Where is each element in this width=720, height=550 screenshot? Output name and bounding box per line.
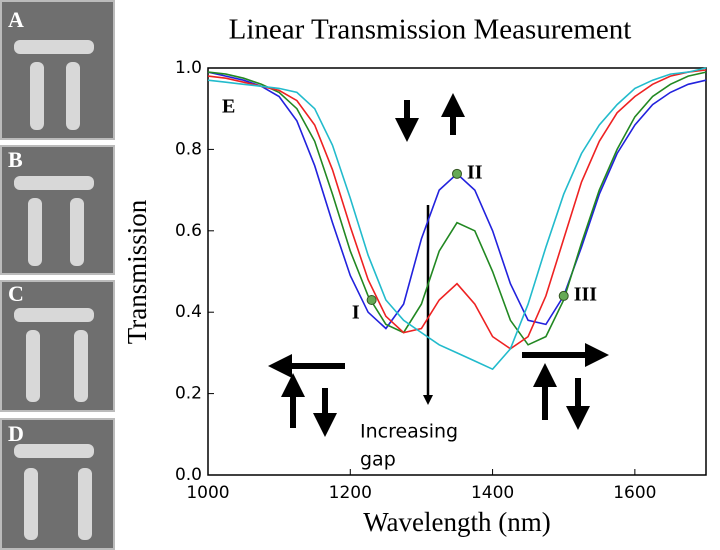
x-tick-label: 1600 xyxy=(613,483,656,503)
panel-label: A xyxy=(8,7,24,32)
x-axis-label: Wavelength (nm) xyxy=(363,507,551,537)
y-tick-label: 0.8 xyxy=(175,139,202,159)
y-tick-label: 0.6 xyxy=(175,221,202,241)
sem-image xyxy=(0,0,115,140)
x-tick-label: 1200 xyxy=(329,483,372,503)
series-line xyxy=(207,71,707,346)
panel-label: C xyxy=(8,281,24,306)
panel-label: D xyxy=(8,421,24,446)
annotation-marker xyxy=(452,168,462,179)
x-tick-label: 1000 xyxy=(186,483,229,503)
plot-frame xyxy=(207,67,707,476)
y-axis-label: Transmission xyxy=(122,199,152,344)
series-line xyxy=(207,69,707,350)
sem-panels: A B C D xyxy=(0,0,115,550)
x-tick-label: 1400 xyxy=(471,483,514,503)
arrow-label: gap xyxy=(360,449,396,471)
polarization-icons xyxy=(268,93,609,437)
series-line xyxy=(207,67,707,371)
arrow-label: Increasing xyxy=(360,421,458,443)
sem-image xyxy=(0,280,115,412)
y-tick-label: 0.4 xyxy=(175,302,202,322)
chart-title: Linear Transmission Measurement xyxy=(229,14,632,46)
y-tick-label: 0.2 xyxy=(175,384,202,404)
sem-image xyxy=(0,418,115,550)
y-tick-label: 0.0 xyxy=(175,465,202,485)
annotation-marker xyxy=(366,294,377,305)
annotation-marker xyxy=(558,290,569,301)
series-line xyxy=(207,71,707,330)
annotation-label: I xyxy=(352,302,360,324)
annotation-label: II xyxy=(467,161,483,183)
annotation-label: III xyxy=(574,284,598,306)
sem-image xyxy=(0,145,115,275)
y-tick-label: 1.0 xyxy=(175,58,202,78)
panel-label: B xyxy=(8,147,23,172)
panel-label: E xyxy=(222,96,235,118)
